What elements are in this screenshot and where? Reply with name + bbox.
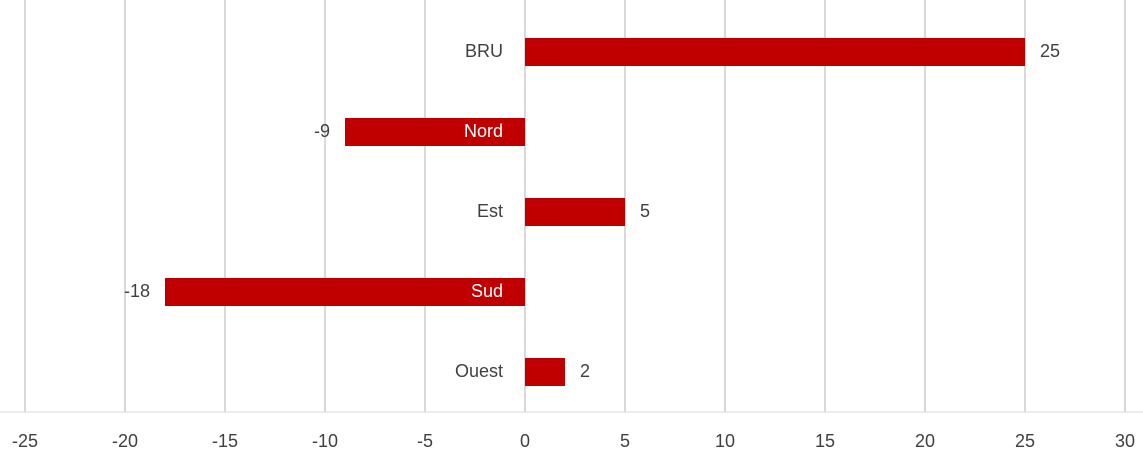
bar [165,278,525,306]
value-label: -18 [124,281,150,301]
x-tick-label: -25 [12,431,38,451]
value-label: 2 [580,361,590,381]
x-tick-label: 0 [520,431,530,451]
bar [525,358,565,386]
value-label: -9 [314,121,330,141]
bar [525,198,625,226]
bar [525,38,1025,66]
x-tick-label: -10 [312,431,338,451]
x-tick-label: 20 [915,431,935,451]
value-label: 25 [1040,41,1060,61]
category-label: Sud [471,281,503,301]
category-label: Ouest [455,361,503,381]
category-label: BRU [465,41,503,61]
x-tick-label: 30 [1115,431,1135,451]
x-tick-label: -20 [112,431,138,451]
x-tick-label: 15 [815,431,835,451]
bar [345,118,525,146]
x-tick-label: 5 [620,431,630,451]
value-label: 5 [640,201,650,221]
x-tick-label: 10 [715,431,735,451]
x-tick-label: -15 [212,431,238,451]
x-tick-label: -5 [417,431,433,451]
x-tick-label: 25 [1015,431,1035,451]
category-label: Nord [464,121,503,141]
category-label: Est [477,201,503,221]
